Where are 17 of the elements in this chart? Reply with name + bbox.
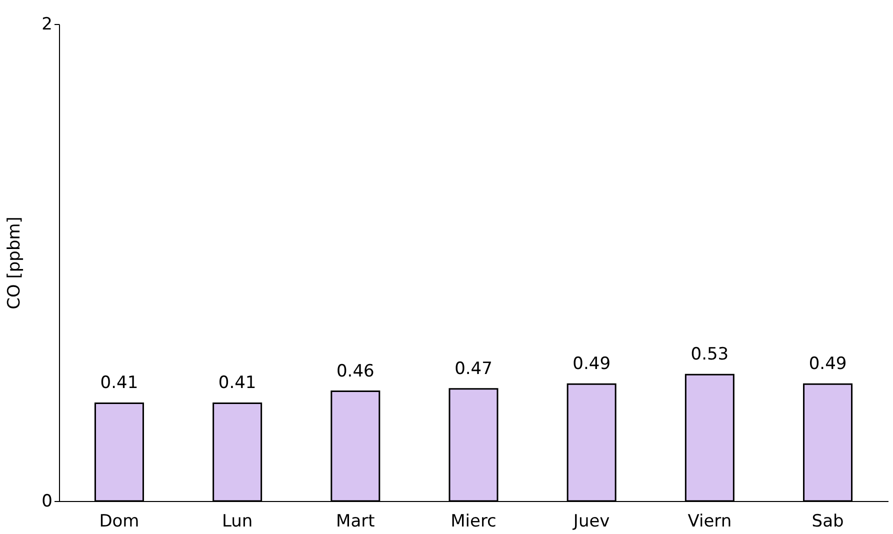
x-tick-label: Dom [99,512,140,532]
y-tick-label: 2 [42,14,52,34]
y-axis-title: CO [ppbm] [4,216,25,310]
x-tick-label: Mierc [450,512,496,532]
x-tick-label: Lun [222,512,253,532]
data-label: 0.41 [100,373,138,394]
x-tick-label: Mart [336,512,376,532]
x-tick-label: Viern [688,512,732,532]
data-label: 0.41 [218,373,256,394]
data-label: 0.49 [808,354,847,374]
x-tick-label: Juev [572,512,610,532]
data-label: 0.46 [336,361,374,382]
data-label: 0.53 [690,344,729,365]
y-tick-label: 0 [42,492,52,512]
data-label: 0.47 [454,358,492,379]
data-label: 0.49 [572,354,611,374]
x-tick-label: Sab [812,512,844,532]
